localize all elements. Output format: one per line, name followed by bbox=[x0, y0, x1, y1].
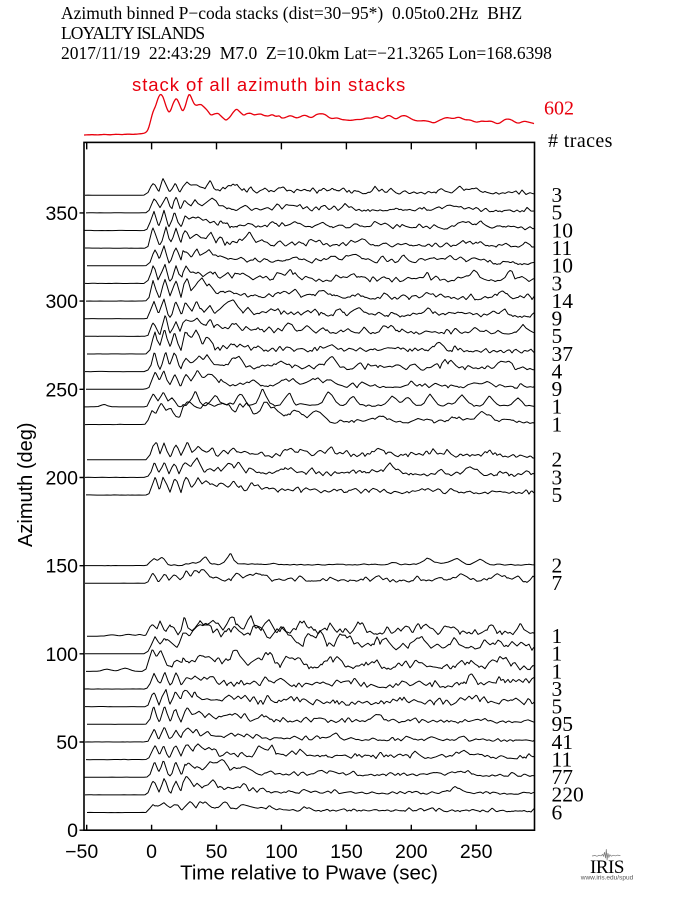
svg-text:10: 10 bbox=[552, 254, 574, 278]
svg-text:0: 0 bbox=[146, 841, 157, 863]
svg-text:7: 7 bbox=[552, 571, 563, 595]
svg-text:4: 4 bbox=[552, 360, 563, 384]
svg-text:Azimuth binned P−coda stacks (: Azimuth binned P−coda stacks (dist=30−95… bbox=[61, 3, 522, 23]
svg-text:1: 1 bbox=[552, 659, 563, 683]
svg-text:1: 1 bbox=[552, 624, 563, 648]
svg-text:95: 95 bbox=[552, 712, 574, 736]
svg-text:Azimuth (deg): Azimuth (deg) bbox=[15, 422, 37, 547]
svg-text:50: 50 bbox=[56, 732, 78, 754]
svg-text:6: 6 bbox=[552, 800, 563, 824]
svg-text:0: 0 bbox=[67, 820, 78, 842]
svg-text:14: 14 bbox=[552, 289, 574, 313]
svg-text:300: 300 bbox=[45, 291, 78, 313]
svg-text:www.iris.edu/spud: www.iris.edu/spud bbox=[580, 875, 634, 882]
svg-text:77: 77 bbox=[552, 765, 574, 789]
svg-text:11: 11 bbox=[552, 236, 573, 260]
svg-text:Time relative to Pwave (sec): Time relative to Pwave (sec) bbox=[180, 862, 438, 885]
svg-text:150: 150 bbox=[45, 556, 78, 578]
svg-text:2: 2 bbox=[552, 448, 563, 472]
svg-text:150: 150 bbox=[330, 841, 363, 863]
svg-text:2: 2 bbox=[552, 554, 563, 578]
svg-text:3: 3 bbox=[552, 677, 563, 701]
svg-text:41: 41 bbox=[552, 730, 574, 754]
svg-text:9: 9 bbox=[552, 307, 563, 331]
svg-text:250: 250 bbox=[460, 841, 493, 863]
svg-text:5: 5 bbox=[552, 695, 563, 719]
svg-text:220: 220 bbox=[552, 783, 584, 807]
svg-text:602: 602 bbox=[544, 98, 574, 120]
svg-text:IRIS: IRIS bbox=[590, 857, 624, 878]
svg-text:stack of all azimuth bin stack: stack of all azimuth bin stacks bbox=[132, 74, 406, 95]
svg-text:37: 37 bbox=[552, 342, 574, 366]
svg-text:1: 1 bbox=[552, 395, 563, 419]
svg-text:LOYALTY ISLANDS: LOYALTY ISLANDS bbox=[61, 23, 204, 43]
svg-text:3: 3 bbox=[552, 465, 563, 489]
svg-text:9: 9 bbox=[552, 377, 563, 401]
svg-text:3: 3 bbox=[552, 271, 563, 295]
svg-text:2017/11/19 22:43:29 M7.0 Z=: 2017/11/19 22:43:29 M7.0 Z=10.0km Lat=−2… bbox=[61, 43, 552, 63]
svg-text:1: 1 bbox=[552, 642, 563, 666]
svg-text:5: 5 bbox=[552, 324, 563, 348]
svg-text:100: 100 bbox=[45, 644, 78, 666]
svg-text:10: 10 bbox=[552, 218, 574, 242]
svg-text:11: 11 bbox=[552, 748, 573, 772]
svg-text:350: 350 bbox=[45, 203, 78, 225]
svg-text:1: 1 bbox=[552, 412, 563, 436]
svg-text:50: 50 bbox=[206, 841, 228, 863]
svg-text:# traces: # traces bbox=[548, 130, 613, 152]
svg-text:200: 200 bbox=[45, 468, 78, 490]
svg-text:−50: −50 bbox=[65, 841, 98, 863]
svg-text:3: 3 bbox=[552, 183, 563, 207]
svg-text:5: 5 bbox=[552, 201, 563, 225]
svg-text:250: 250 bbox=[45, 379, 78, 401]
svg-text:100: 100 bbox=[265, 841, 298, 863]
svg-text:200: 200 bbox=[395, 841, 428, 863]
svg-text:5: 5 bbox=[552, 483, 563, 507]
